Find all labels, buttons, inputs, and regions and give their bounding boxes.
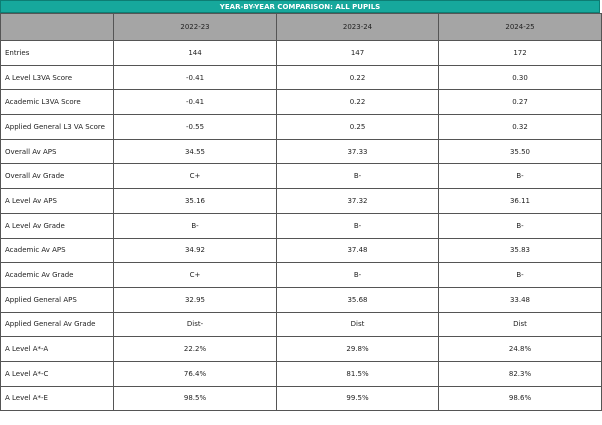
table-row: A Level A*-C 76.4% 81.5% 82.3%: [0, 360, 602, 387]
table-cell: 81.5%: [276, 360, 439, 387]
table-row: A Level Av Grade B- B- B-: [0, 212, 602, 239]
table-cell: 22.2%: [113, 336, 277, 362]
table-row: Overall Av APS 34.55 37.33 35.50: [0, 138, 602, 165]
table-cell: 35.50: [438, 138, 602, 165]
table-row: Academic L3VA Score -0.41 0.22 0.27: [0, 89, 602, 116]
table-cell: 172: [438, 40, 602, 66]
table-row: Applied General APS 32.95 35.68 33.48: [0, 286, 602, 313]
table-cell: 98.6%: [438, 385, 602, 412]
table-row: Applied General Av Grade Dist- Dist Dist: [0, 311, 602, 338]
table-cell: 0.27: [438, 89, 602, 116]
table-cell: 32.95: [113, 286, 277, 313]
table-cell: 29.8%: [276, 336, 439, 362]
row-label: Applied General APS: [0, 286, 114, 313]
row-label: A Level Av Grade: [0, 212, 114, 239]
table-cell: -0.41: [113, 64, 277, 91]
row-label: Applied General L3 VA Score: [0, 114, 114, 140]
table-cell: 0.30: [438, 64, 602, 91]
table-row: A Level A*-E 98.5% 99.5% 98.6%: [0, 385, 602, 412]
table-cell: 35.16: [113, 188, 277, 214]
table-cell: 34.92: [113, 237, 277, 264]
table-cell: B-: [438, 163, 602, 190]
row-label: A Level A*-C: [0, 360, 114, 387]
row-label: A Level A*-A: [0, 336, 114, 362]
table-cell: B-: [113, 212, 277, 239]
header-row: 2022-23 2023-24 2024-25: [0, 13, 602, 41]
table-cell: 0.22: [276, 89, 439, 116]
table-cell: 37.33: [276, 138, 439, 165]
table-row: Applied General L3 VA Score -0.55 0.25 0.32: [0, 114, 602, 140]
table-cell: 35.83: [438, 237, 602, 264]
table-cell: Dist: [438, 311, 602, 338]
column-header: [0, 13, 114, 41]
table-cell: 37.32: [276, 188, 439, 214]
table-cell: 37.48: [276, 237, 439, 264]
table-cell: 35.68: [276, 286, 439, 313]
table-cell: -0.41: [113, 89, 277, 116]
table-cell: 98.5%: [113, 385, 277, 412]
table-cell: 147: [276, 40, 439, 66]
row-label: A Level Av APS: [0, 188, 114, 214]
row-label: Applied General Av Grade: [0, 311, 114, 338]
table-cell: 0.22: [276, 64, 439, 91]
table-cell: B-: [276, 163, 439, 190]
table-row: Academic Av APS 34.92 37.48 35.83: [0, 237, 602, 264]
table-cell: Dist: [276, 311, 439, 338]
column-header: 2022-23: [113, 13, 277, 41]
row-label: Academic Av APS: [0, 237, 114, 264]
table-cell: B-: [276, 262, 439, 288]
table-cell: B-: [438, 212, 602, 239]
table-cell: -0.55: [113, 114, 277, 140]
table-cell: 76.4%: [113, 360, 277, 387]
table-cell: C+: [113, 163, 277, 190]
table-cell: B-: [276, 212, 439, 239]
row-label: Overall Av APS: [0, 138, 114, 165]
row-label: Academic Av Grade: [0, 262, 114, 288]
table-cell: Dist-: [113, 311, 277, 338]
column-header: 2024-25: [438, 13, 602, 41]
table-cell: 33.48: [438, 286, 602, 313]
table-cell: 34.55: [113, 138, 277, 165]
row-label: A Level A*-E: [0, 385, 114, 412]
row-label: Entries: [0, 40, 114, 66]
table-cell: 144: [113, 40, 277, 66]
table-row: Academic Av Grade C+ B- B-: [0, 262, 602, 288]
table-row: A Level A*-A 22.2% 29.8% 24.8%: [0, 336, 602, 362]
table-cell: 0.32: [438, 114, 602, 140]
table-row: Overall Av Grade C+ B- B-: [0, 163, 602, 190]
table-cell: 36.11: [438, 188, 602, 214]
table-row: A Level Av APS 35.16 37.32 36.11: [0, 188, 602, 214]
table-cell: 82.3%: [438, 360, 602, 387]
table-cell: C+: [113, 262, 277, 288]
table-title: YEAR-BY-YEAR COMPARISON: ALL PUPILS: [0, 0, 600, 13]
table-row: Entries 144 147 172: [0, 40, 602, 66]
table-cell: 24.8%: [438, 336, 602, 362]
table-cell: B-: [438, 262, 602, 288]
row-label: Overall Av Grade: [0, 163, 114, 190]
table-cell: 0.25: [276, 114, 439, 140]
column-header: 2023-24: [276, 13, 439, 41]
comparison-table: 2022-23 2023-24 2024-25 Entries 144 147 172…: [0, 13, 602, 412]
table-row: A Level L3VA Score -0.41 0.22 0.30: [0, 64, 602, 91]
table-cell: 99.5%: [276, 385, 439, 412]
row-label: Academic L3VA Score: [0, 89, 114, 116]
row-label: A Level L3VA Score: [0, 64, 114, 91]
